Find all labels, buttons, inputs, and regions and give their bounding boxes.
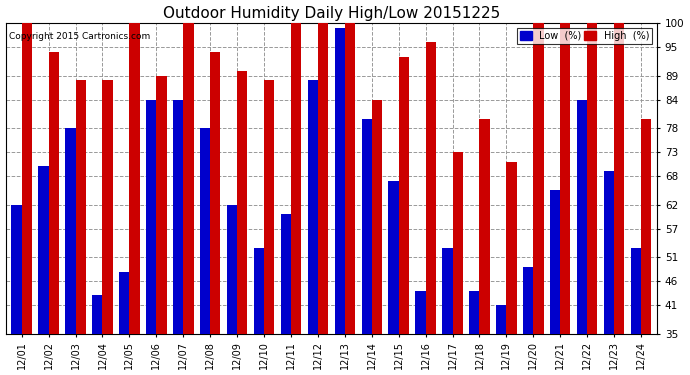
Bar <box>76 81 86 334</box>
Bar <box>210 52 220 334</box>
Bar <box>92 296 103 334</box>
Bar <box>66 128 76 334</box>
Bar <box>318 23 328 334</box>
Bar <box>103 81 112 334</box>
Bar <box>184 23 193 334</box>
Bar <box>227 205 237 334</box>
Bar <box>254 248 264 334</box>
Bar <box>577 99 587 334</box>
Bar <box>469 291 480 334</box>
Bar <box>641 118 651 334</box>
Bar <box>335 28 345 334</box>
Bar <box>291 23 302 334</box>
Bar <box>399 57 409 334</box>
Title: Outdoor Humidity Daily High/Low 20151225: Outdoor Humidity Daily High/Low 20151225 <box>163 6 500 21</box>
Bar <box>119 272 130 334</box>
Bar <box>550 190 560 334</box>
Bar <box>173 99 184 334</box>
Bar <box>560 23 571 334</box>
Bar <box>308 81 318 334</box>
Bar <box>388 181 399 334</box>
Bar <box>345 23 355 334</box>
Bar <box>39 166 48 334</box>
Bar <box>614 23 624 334</box>
Bar <box>48 52 59 334</box>
Bar <box>21 23 32 334</box>
Bar <box>453 152 463 334</box>
Bar <box>426 42 436 334</box>
Legend: Low  (%), High  (%): Low (%), High (%) <box>517 28 652 44</box>
Bar <box>604 171 614 334</box>
Text: Copyright 2015 Cartronics.com: Copyright 2015 Cartronics.com <box>9 32 150 41</box>
Bar <box>362 118 372 334</box>
Bar <box>264 81 275 334</box>
Bar <box>533 23 544 334</box>
Bar <box>496 305 506 334</box>
Bar <box>415 291 426 334</box>
Bar <box>587 23 598 334</box>
Bar <box>281 214 291 334</box>
Bar <box>631 248 641 334</box>
Bar <box>442 248 453 334</box>
Bar <box>480 118 490 334</box>
Bar <box>130 23 139 334</box>
Bar <box>506 162 517 334</box>
Bar <box>523 267 533 334</box>
Bar <box>157 76 166 334</box>
Bar <box>146 99 157 334</box>
Bar <box>12 205 21 334</box>
Bar <box>372 99 382 334</box>
Bar <box>200 128 210 334</box>
Bar <box>237 71 247 334</box>
